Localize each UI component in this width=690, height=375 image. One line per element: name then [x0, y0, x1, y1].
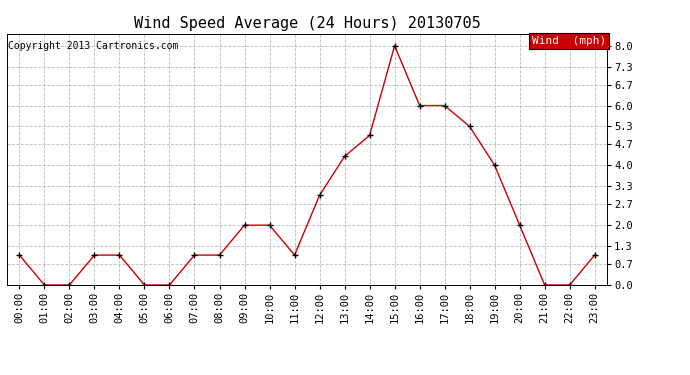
- Text: Copyright 2013 Cartronics.com: Copyright 2013 Cartronics.com: [8, 41, 179, 51]
- Text: Wind  (mph): Wind (mph): [532, 36, 606, 46]
- Title: Wind Speed Average (24 Hours) 20130705: Wind Speed Average (24 Hours) 20130705: [134, 16, 480, 31]
